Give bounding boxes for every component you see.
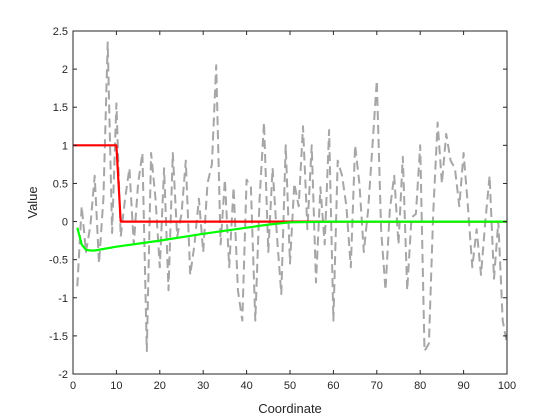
y-tick-label: -0.5 — [49, 255, 68, 267]
series-layer — [73, 41, 507, 353]
x-tick-label: 60 — [327, 380, 339, 392]
y-tick-label: 1 — [62, 140, 68, 152]
x-tick-label: 30 — [197, 380, 209, 392]
y-tick-label: -2 — [58, 369, 68, 381]
x-tick-label: 10 — [110, 380, 122, 392]
x-tick-label: 100 — [498, 380, 516, 392]
y-tick-label: 1.5 — [53, 102, 68, 114]
x-tick-label: 70 — [371, 380, 383, 392]
x-tick-label: 80 — [414, 380, 426, 392]
x-tick-label: 40 — [240, 380, 252, 392]
x-tick-label: 20 — [154, 380, 166, 392]
y-axis-label: Value — [25, 186, 40, 218]
y-tick-label: -1.5 — [49, 331, 68, 343]
series-3-line — [76, 220, 507, 252]
y-tick-label: 0 — [62, 217, 68, 229]
y-tick-label: 2.5 — [53, 26, 68, 38]
x-tick-label: 90 — [457, 380, 469, 392]
plot-area — [73, 31, 507, 374]
x-tick-label: 50 — [284, 380, 296, 392]
series-1-line — [76, 41, 507, 353]
ticks-layer: 0 10 20 30 40 50 60 70 80 90 100 -2 -1.5 -1 -0.5 0 0.5 1 1… — [49, 26, 516, 392]
x-tick-label: 0 — [70, 380, 76, 392]
y-tick-label: 0.5 — [53, 178, 68, 190]
y-tick-label: 2 — [62, 64, 68, 76]
x-axis-label: Coordinate — [258, 401, 322, 416]
y-tick-label: -1 — [58, 293, 68, 305]
